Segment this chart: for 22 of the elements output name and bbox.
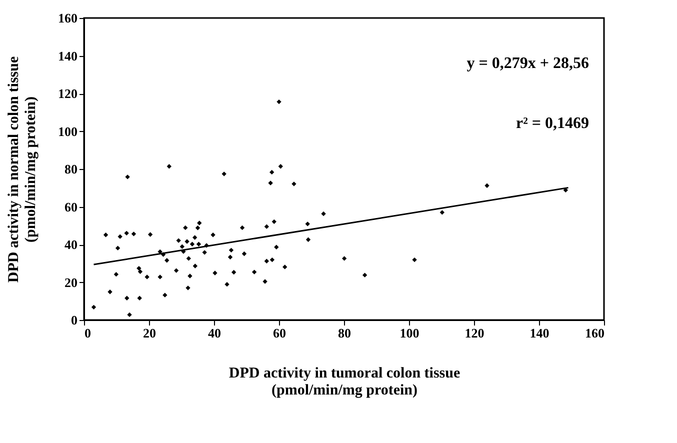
annotation: y = 0,279x + 28,56 xyxy=(466,55,589,72)
x-tick-label: 80 xyxy=(338,326,351,340)
y-tick-label: 120 xyxy=(58,86,78,101)
x-tick-label: 40 xyxy=(208,326,221,340)
y-tick-label: 20 xyxy=(64,274,78,290)
x-tick-label: 160 xyxy=(585,326,604,340)
y-tick-label: 140 xyxy=(58,48,78,64)
y-tick-label: 60 xyxy=(64,199,78,214)
x-tick-label: 140 xyxy=(530,326,550,340)
x-axis-title: DPD activity in tumoral colon tissue (pmol/min/mg protein) xyxy=(228,366,460,398)
y-tick-label: 80 xyxy=(64,162,78,176)
x-tick-label: 0 xyxy=(84,326,91,340)
x-tick-label: 120 xyxy=(464,326,484,340)
y-tick-label: 100 xyxy=(58,124,78,139)
x-tick-label: 60 xyxy=(273,326,286,340)
annotation: r² = 0,1469 xyxy=(516,115,589,132)
y-tick-label: 40 xyxy=(64,237,78,252)
y-tick-label: 0 xyxy=(71,312,78,328)
x-tick-label: 20 xyxy=(143,326,156,340)
y-axis-title: DPD activity in normal colon tissue (pmol/min/mg protein) xyxy=(6,56,39,283)
y-tick-label: 160 xyxy=(58,10,78,26)
x-tick-label: 100 xyxy=(400,326,420,340)
